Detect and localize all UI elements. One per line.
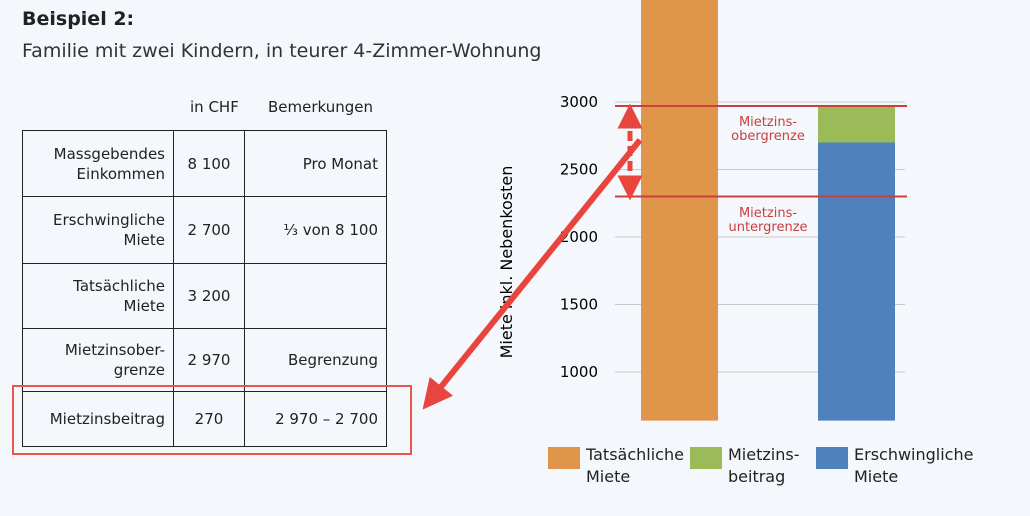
table: Massgebendes Einkommen 8 100 Pro Monat Ersc… <box>22 130 387 447</box>
y-tick-label: 2000 <box>560 228 598 246</box>
legend-label: Mietzins- beitrag <box>728 445 800 486</box>
y-axis-label: Miete inkl. Nebenkosten <box>497 166 516 359</box>
subtitle: Familie mit zwei Kindern, in teurer 4-Zi… <box>22 40 542 62</box>
column-header: Bemerkungen <box>268 98 374 116</box>
y-tick-label: 1500 <box>560 296 598 314</box>
table-cell: 2 970 <box>173 328 245 392</box>
table-cell: Mietzinsober- grenze <box>22 328 174 392</box>
table-cell: 2 970 – 2 700 <box>244 391 387 447</box>
bar-segment <box>818 142 895 421</box>
legend-label: Erschwingliche Miete <box>854 445 974 486</box>
table-cell: Tatsächliche Miete <box>22 263 174 329</box>
table-row: Mietzinsober- grenze 2 970 Begrenzung <box>22 328 387 392</box>
table-cell: Mietzinsbeitrag <box>22 391 174 447</box>
column-header: in CHF <box>190 98 239 116</box>
y-tick-label: 3000 <box>560 93 598 111</box>
table-row: Tatsächliche Miete 3 200 <box>22 263 387 329</box>
highlight-box <box>12 385 412 455</box>
legend-label: Tatsächliche Miete <box>586 445 684 486</box>
table-cell: 8 100 <box>173 130 245 197</box>
legend-swatch <box>816 447 848 469</box>
table-cell: Pro Monat <box>244 130 387 197</box>
y-tick-label: 1000 <box>560 363 598 381</box>
y-tick-label: 2500 <box>560 161 598 179</box>
table-cell: Massgebendes Einkommen <box>22 130 174 197</box>
table-cell: Begrenzung <box>244 328 387 392</box>
table-cell: 270 <box>173 391 245 447</box>
reference-label: Mietzins- obergrenze <box>731 115 805 145</box>
table-cell: ⅓ von 8 100 <box>244 196 387 264</box>
legend-swatch <box>548 447 580 469</box>
table-row: Massgebendes Einkommen 8 100 Pro Monat <box>22 130 387 197</box>
table-row: Erschwingliche Miete 2 700 ⅓ von 8 100 <box>22 196 387 264</box>
table-cell <box>244 263 387 329</box>
table-cell: 2 700 <box>173 196 245 264</box>
bar-segment <box>818 106 895 143</box>
title: Beispiel 2: <box>22 8 135 30</box>
pointer-arrow <box>422 138 643 410</box>
bar-segment <box>641 0 718 421</box>
reference-label: Mietzins- untergrenze <box>728 205 808 235</box>
table-row: Mietzinsbeitrag 270 2 970 – 2 700 <box>22 391 387 447</box>
legend-swatch <box>690 447 722 469</box>
